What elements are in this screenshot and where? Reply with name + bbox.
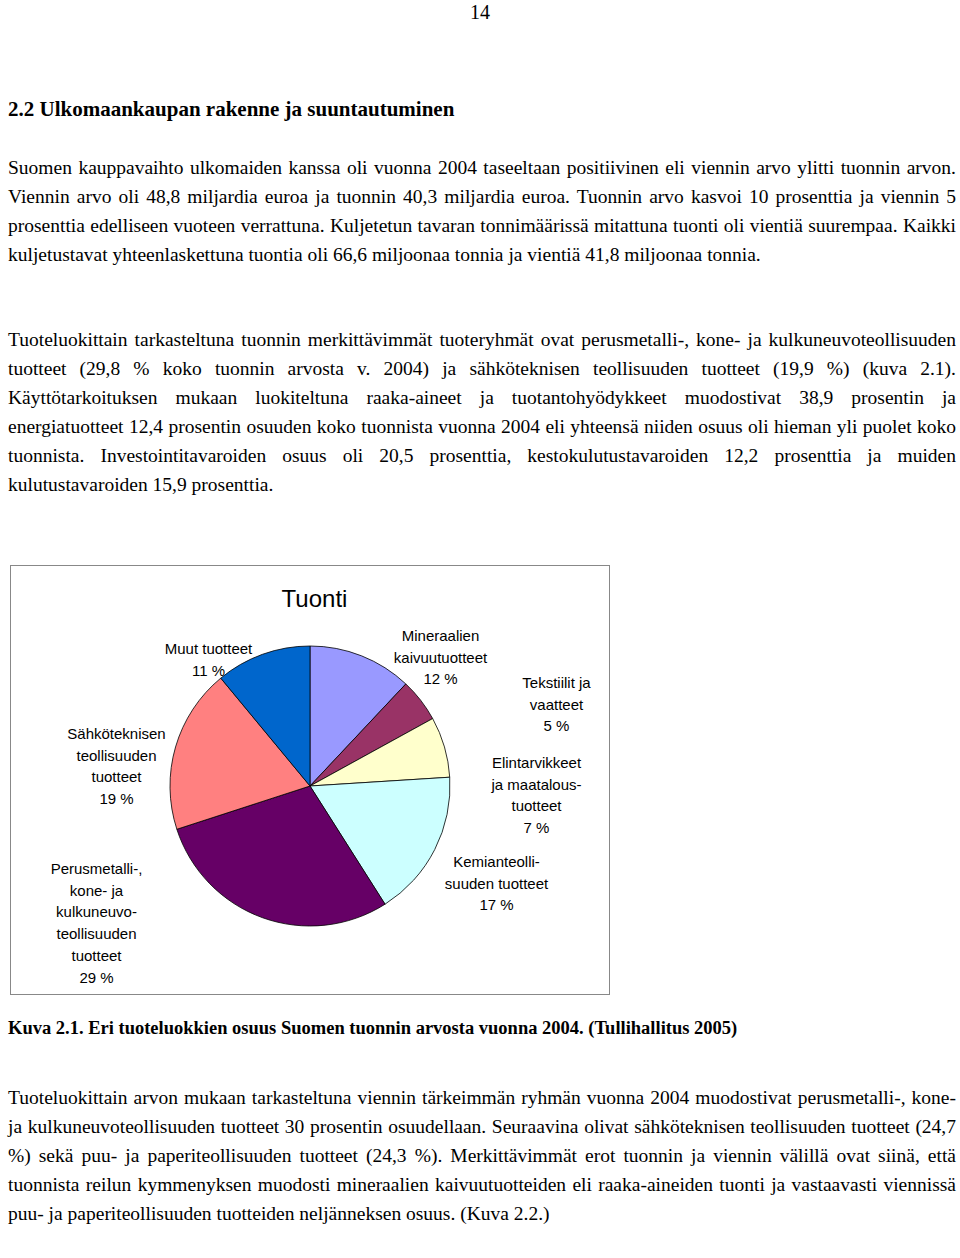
html-text:2.2 Ulkomaankaupan rakenne ja: 2.2 Ulkomaankaupan rakenne ja suuntautum… [8,97,455,121]
html-text:Suomen kauppavaihto ulkomaiden: Suomen kauppavaihto ulkomaiden kanssa ol… [8,157,956,265]
svg-text:Tuonti: Tuonti [282,585,348,612]
html-text:Tuoteluokittain tarkasteltuna: Tuoteluokittain tarkasteltuna tuonnin me… [8,329,956,495]
svg-text:Mineraalienkaivuutuotteet12 %: Mineraalienkaivuutuotteet12 % [394,627,488,688]
svg-text:Muut tuotteet11 %: Muut tuotteet11 % [165,640,253,679]
svg-text:Kemianteolli-suuden tuotteet17: Kemianteolli-suuden tuotteet17 % [445,853,549,914]
html-text:Tuoteluokittain arvon mukaan t: Tuoteluokittain arvon mukaan tarkasteltu… [8,1087,956,1224]
svg-text:Perusmetalli-,kone- jakulkuneu: Perusmetalli-,kone- jakulkuneuvo-teollis… [51,860,143,986]
html-text:Kuva 2.1. Eri tuoteluokkien os: Kuva 2.1. Eri tuoteluokkien osuus Suomen… [8,1018,738,1038]
svg-text:Elintarvikkeetja maatalous-tuo: Elintarvikkeetja maatalous-tuotteet7 % [490,754,581,836]
svg-text:Tekstiilit javaatteet5 %: Tekstiilit javaatteet5 % [522,674,591,735]
svg-text:Sähköteknisenteollisuudentuott: Sähköteknisenteollisuudentuotteet19 % [67,725,165,807]
html-text:14: 14 [470,1,490,23]
